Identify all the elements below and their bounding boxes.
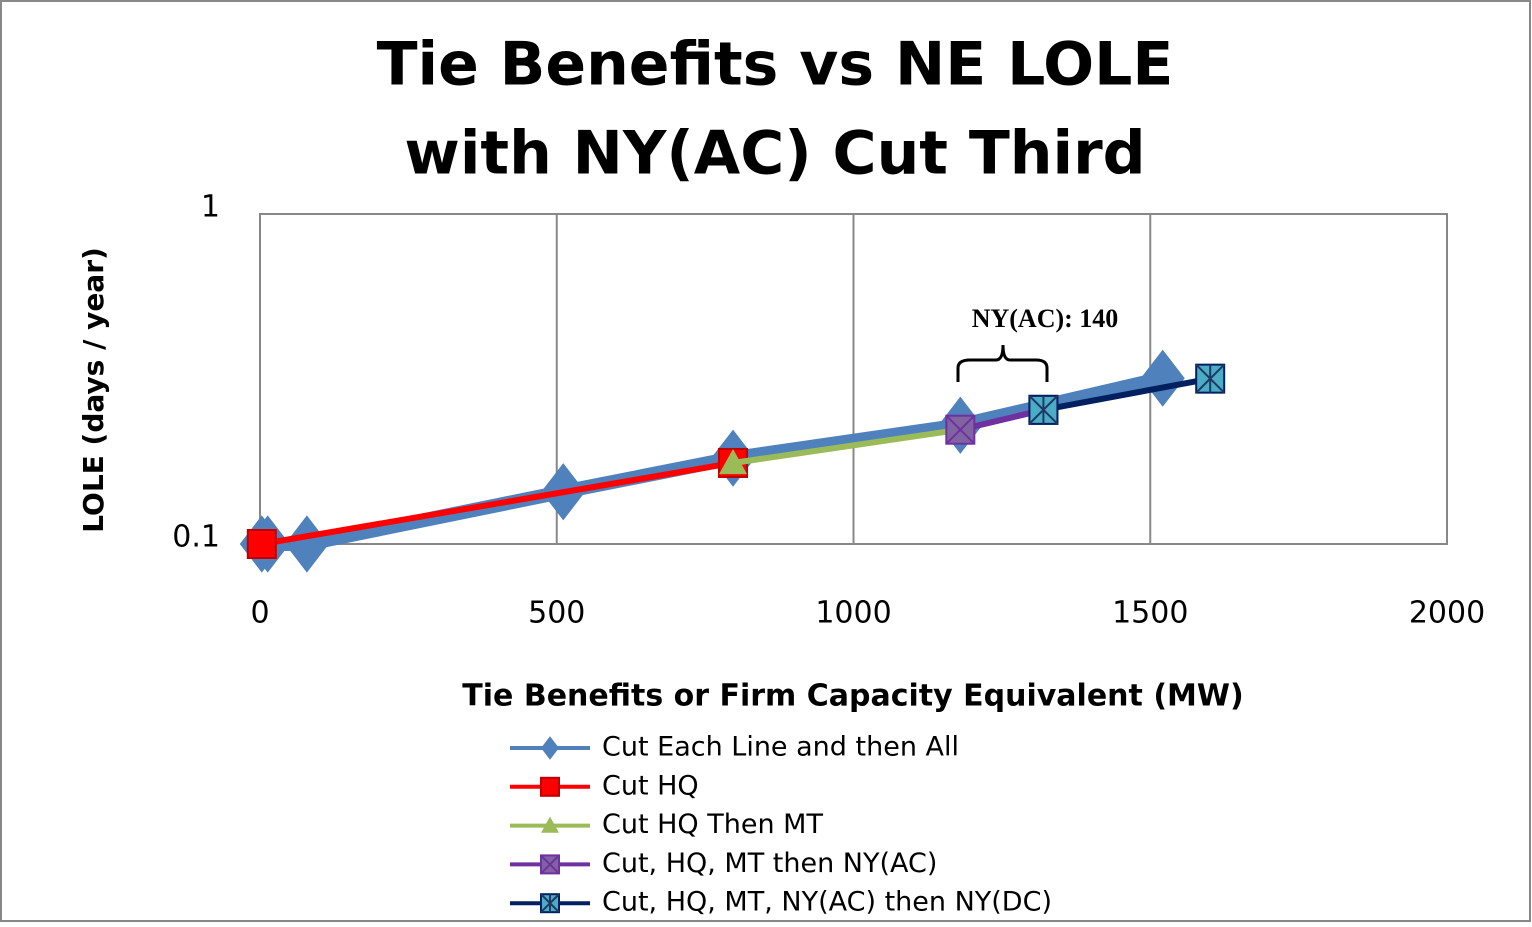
legend-marker [541, 736, 559, 760]
marker-cross [540, 854, 560, 875]
y-tick-label: 1 [201, 190, 220, 225]
series-line [261, 460, 734, 547]
legend-label: Cut HQ Then MT [602, 809, 823, 840]
marker-cross [540, 893, 560, 913]
x-tick-label: 1500 [1112, 596, 1188, 631]
marker-cross [1195, 363, 1225, 394]
series-line [732, 426, 961, 466]
y-tick-label: 0.1 [172, 520, 220, 555]
x-axis-label: Tie Benefits or Firm Capacity Equivalent… [462, 679, 1243, 714]
y-axis-label: LOLE (days / year) [77, 247, 110, 533]
legend-label: Cut, HQ, MT then NY(AC) [602, 848, 937, 879]
legend-marker [541, 816, 559, 833]
legend-label: Cut Each Line and then All [602, 732, 959, 763]
chart-title: with NY(AC) Cut Third [404, 119, 1145, 189]
data-point [719, 448, 748, 475]
x-tick-label: 500 [528, 596, 585, 631]
series-line [1042, 375, 1211, 413]
legend-label: Cut, HQ, MT, NY(AC) then NY(DC) [602, 887, 1052, 918]
x-tick-label: 0 [250, 596, 269, 631]
data-point [1140, 349, 1185, 407]
annotation: NY(AC): 140 [972, 304, 1119, 333]
x-tick-label: 1000 [815, 596, 891, 631]
data-point [246, 529, 277, 559]
data-point [284, 515, 329, 573]
chart-title: Tie Benefits vs NE LOLE [377, 30, 1174, 100]
marker-cross [1028, 395, 1059, 425]
legend-marker [540, 776, 560, 797]
marker-cross [945, 414, 976, 445]
legend-label: Cut HQ [602, 770, 699, 801]
x-tick-label: 2000 [1409, 596, 1485, 631]
annotation-brace [956, 344, 1049, 382]
